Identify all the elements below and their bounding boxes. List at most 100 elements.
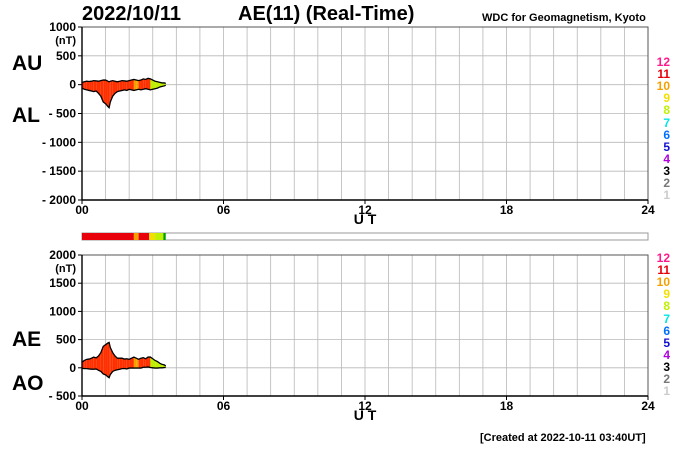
p1-area-segment xyxy=(143,78,146,90)
top-level-7: 7 xyxy=(663,115,670,130)
activity-bar-frame xyxy=(81,232,649,241)
p2-x-tick-label: 00 xyxy=(75,399,89,413)
p1-area-segment xyxy=(89,81,92,92)
p2-area-segment xyxy=(91,357,94,370)
top-level-11: 11 xyxy=(657,67,670,82)
p1-area-segment xyxy=(140,78,144,90)
bottom-level-3: 3 xyxy=(663,359,670,374)
p2-x-tick-label: 18 xyxy=(500,399,514,413)
activity-bar-segment xyxy=(155,233,164,240)
activity-bar-segment xyxy=(82,233,134,240)
activity-bar-segment xyxy=(133,233,139,240)
top-level-1: 1 xyxy=(663,188,670,203)
bottom-level-6: 6 xyxy=(663,323,670,338)
bottom-level-11: 11 xyxy=(657,263,670,278)
p2-area-segment xyxy=(138,358,141,369)
series-label-ae: AE xyxy=(12,328,42,351)
p1-area-segment xyxy=(133,79,137,91)
p2-area-segment xyxy=(148,357,151,368)
p1-area-segment xyxy=(98,80,101,97)
p1-area-segment xyxy=(136,80,139,90)
top-level-5: 5 xyxy=(663,139,670,154)
p2-y-tick-label: - 500 xyxy=(49,389,77,403)
p2-x-tick-label: 24 xyxy=(641,399,655,413)
p1-area-segment xyxy=(93,80,97,92)
p1-series-al-line xyxy=(81,84,167,110)
bottom-level-4: 4 xyxy=(663,347,670,362)
p2-area-segment xyxy=(152,358,156,369)
top-level-6: 6 xyxy=(663,127,670,142)
bottom-level-9: 9 xyxy=(663,287,670,302)
p1-area-segment xyxy=(152,80,156,90)
p1-y-tick-label: 1000 xyxy=(49,20,76,34)
bottom-level-7: 7 xyxy=(663,311,670,326)
series-label-au: AU xyxy=(12,52,43,75)
bottom-level-2: 2 xyxy=(663,372,670,386)
p2-area-segment xyxy=(119,358,123,370)
p2-y-tick-label: 2000 xyxy=(49,248,76,262)
p1-area-segment xyxy=(126,80,130,91)
bottom-level-12: 12 xyxy=(656,251,670,265)
p2-y-tick-label: 1500 xyxy=(49,276,76,290)
p2-area-segment xyxy=(100,346,104,375)
p2-series-ae-line xyxy=(81,341,167,367)
p1-x-tick-label: 24 xyxy=(641,203,655,217)
p1-x-tick-label: 18 xyxy=(500,203,514,217)
p1-y-tick-label: - 1500 xyxy=(42,164,76,178)
p1-area-segment xyxy=(84,81,87,90)
p1-area-segment xyxy=(129,80,132,90)
bottom-level-1: 1 xyxy=(663,384,670,399)
p2-area-segment xyxy=(86,359,90,369)
p2-y-tick-label: 500 xyxy=(56,333,76,347)
top-level-3: 3 xyxy=(663,163,670,178)
p1-area-segment xyxy=(145,78,149,90)
p2-area-segment xyxy=(96,355,99,371)
p2-y-tick-label: 1000 xyxy=(49,304,76,318)
p2-area-segment xyxy=(131,357,134,369)
p1-area-segment xyxy=(124,80,127,91)
p2-area-segment xyxy=(110,347,113,375)
p2-area-segment xyxy=(107,342,110,378)
p2-area-segment xyxy=(105,342,108,377)
p2-area-segment xyxy=(150,357,153,368)
p1-x-tick-label: 12 xyxy=(358,203,372,217)
p1-x-axis-label: U T xyxy=(354,211,377,227)
p1-area-segment xyxy=(159,82,163,87)
p2-area-segment xyxy=(155,360,158,369)
p2-series-ao-line xyxy=(81,366,166,379)
ae-ao-panel: 2000 1500 1000 500 0 - 500 (nT) 00 06 12 18 24 U T xyxy=(49,248,655,423)
activity-bar-segment xyxy=(163,233,166,240)
p1-area-segment xyxy=(105,80,108,107)
p1-y-tick-label: - 1000 xyxy=(42,135,76,149)
p1-area-segment xyxy=(86,81,90,91)
p2-area-segment xyxy=(84,359,87,369)
p2-x-axis-label: U T xyxy=(354,407,377,423)
p1-area-segment xyxy=(155,81,158,89)
p2-area-segment xyxy=(115,355,118,371)
p1-area-segment xyxy=(117,81,120,92)
p1-x-tick-label: 00 xyxy=(75,203,89,217)
bottom-level-10: 10 xyxy=(656,275,670,290)
p2-area-segment xyxy=(89,358,92,370)
au-al-panel: 1000 500 0 - 500 - 1000 - 1500 - 2000 (nT) 00 06 1… xyxy=(42,20,655,227)
p2-area-segment xyxy=(117,358,120,370)
p2-area-segment xyxy=(103,344,106,375)
p1-area-segment xyxy=(91,80,94,92)
series-label-ao: AO xyxy=(12,372,44,395)
p2-y-tick-label: 0 xyxy=(69,361,76,375)
p1-area-segment xyxy=(115,81,118,94)
series-label-al: AL xyxy=(12,104,40,127)
p1-area-segment xyxy=(148,78,151,90)
chart-date-title: 2022/10/11 xyxy=(82,3,181,25)
p2-area-segment xyxy=(124,358,127,369)
p1-area-segment xyxy=(138,80,141,90)
p2-x-tick-label: 12 xyxy=(358,399,372,413)
p2-area-segment xyxy=(145,357,149,368)
p1-area-segment xyxy=(122,80,125,91)
bottom-level-8: 8 xyxy=(663,299,670,314)
p1-x-tick-label: 06 xyxy=(217,203,231,217)
p1-area-segment xyxy=(107,81,110,108)
p1-area-segment xyxy=(112,80,116,97)
p1-y-tick-label: 0 xyxy=(69,78,76,92)
